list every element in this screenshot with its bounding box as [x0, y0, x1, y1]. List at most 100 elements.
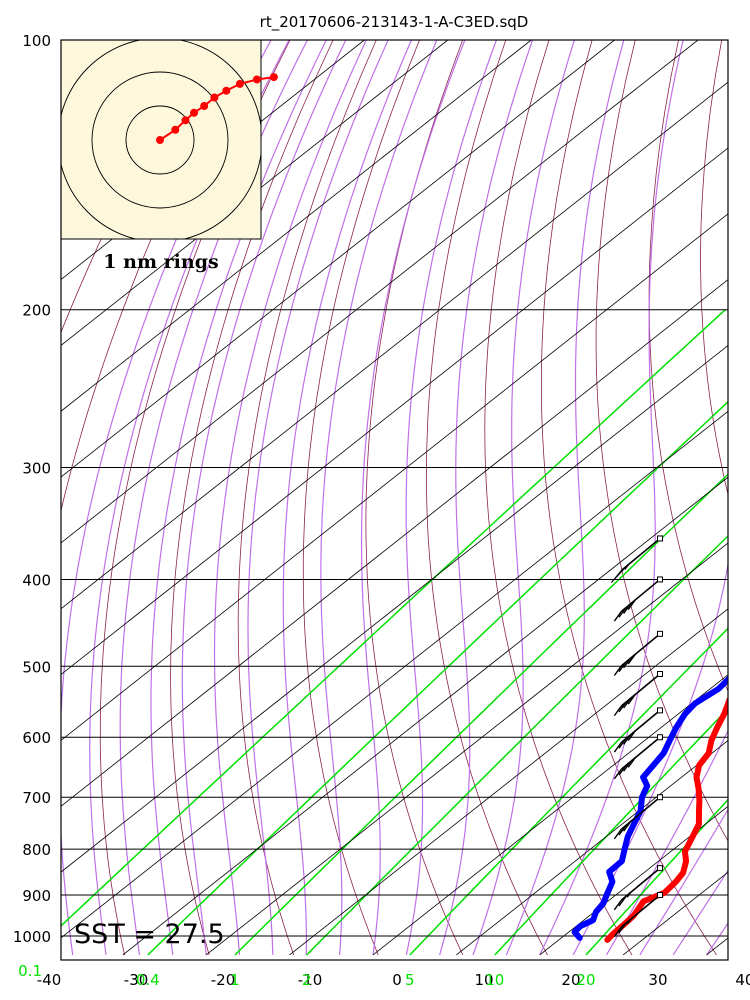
dry-adiabat: [426, 40, 548, 956]
barb-flag: [613, 899, 623, 911]
barb-flag: [627, 653, 636, 665]
barb-station: [657, 734, 663, 741]
wind-barb: [610, 535, 663, 583]
barb-flag: [623, 657, 632, 669]
dry-adiabat: [365, 40, 464, 956]
barb-flag: [623, 734, 632, 745]
temperature-tick-label: -40: [37, 971, 62, 989]
moist-adiabat: [320, 40, 438, 956]
isotherm: [61, 40, 699, 544]
mixing-ratio-line: [409, 627, 728, 956]
moist-adiabat: [181, 40, 347, 956]
hodograph-point: [181, 116, 190, 125]
temperature-axis-labels: -40 -30 -20 -10 0 10 20 30 40: [37, 971, 750, 989]
mixing-ratio-label: 0.4: [136, 971, 160, 989]
pressure-tick-label: 300: [22, 460, 51, 478]
pressure-tick-label: 700: [22, 789, 51, 807]
isotherm: [61, 344, 728, 873]
dry-adiabat: [302, 40, 420, 956]
barb-flag: [627, 730, 636, 741]
mixing-ratio-label: 20: [576, 971, 595, 989]
moist-adiabat: [213, 40, 367, 956]
barb-flag: [613, 741, 623, 753]
pressure-tick-label: 600: [22, 729, 51, 747]
dry-adiabat: [648, 40, 728, 693]
barb-station: [657, 576, 663, 583]
barb-flag: [618, 824, 627, 836]
barb-flag: [613, 705, 623, 717]
moist-adiabat: [505, 40, 625, 956]
hodograph-inset: [60, 39, 278, 240]
barb-pennant: [610, 565, 628, 583]
isotherm: [61, 40, 615, 478]
barb-flag: [618, 895, 627, 907]
barb-flag: [613, 926, 623, 938]
barb-flag: [618, 607, 627, 618]
barb-staff: [620, 578, 661, 612]
barb-flag: [618, 922, 627, 934]
mixing-ratio-labels: 0.1 0.4 1 2 5 10 20: [18, 962, 595, 989]
wind-barb: [613, 630, 663, 676]
isotherm: [289, 608, 728, 956]
barb-flag: [627, 599, 636, 611]
mixing-ratio-line: [234, 473, 728, 956]
barb-flag: [618, 764, 627, 776]
barb-flag: [613, 768, 623, 780]
barb-flag: [618, 738, 627, 749]
barb-flag: [627, 693, 636, 705]
barb-staff: [620, 894, 661, 928]
hodograph-label: 1 nm rings: [103, 251, 218, 273]
temperature-tick-label: -30: [124, 971, 149, 989]
wind-barb: [613, 892, 663, 938]
chart-title: rt_20170606-213143-1-A-C3ED.sqD: [260, 13, 529, 32]
hodograph-point: [252, 75, 261, 84]
dry-adiabat: [237, 40, 377, 956]
mixing-ratio-label: 1: [230, 971, 240, 989]
barb-flag: [618, 661, 627, 673]
temperature-tick-label: 30: [648, 971, 667, 989]
dewpoint-trace: [571, 675, 728, 941]
barb-station: [657, 892, 663, 899]
moist-adiabat: [472, 40, 575, 956]
wind-barbs: [610, 535, 663, 938]
moist-adiabat: [439, 40, 534, 956]
dry-adiabat: [541, 40, 717, 956]
pressure-tick-label: 900: [22, 887, 51, 905]
mixing-ratio-line: [147, 400, 728, 956]
barb-half-flag: [624, 564, 629, 570]
wind-barb: [613, 576, 663, 622]
isotherm: [372, 674, 728, 956]
isotherm: [61, 40, 532, 412]
barb-staff: [620, 736, 661, 770]
hodograph-point: [190, 108, 198, 117]
barb-flag: [623, 603, 632, 614]
hodograph-point: [171, 125, 180, 134]
wind-barb: [613, 670, 663, 717]
barb-flag: [613, 828, 623, 840]
temperature-tick-label: 20: [561, 971, 580, 989]
barb-flag: [613, 610, 623, 622]
barb-station: [657, 670, 663, 677]
wind-barb: [613, 794, 663, 840]
temperature-trace: [604, 696, 728, 943]
mixing-ratio-label: 2: [302, 971, 312, 989]
mixing-ratio-line: [61, 309, 726, 927]
moist-adiabat: [360, 40, 466, 956]
isotherm: [456, 740, 728, 956]
barb-staff: [620, 673, 661, 707]
temperature-tick-label: -10: [298, 971, 323, 989]
pressure-tick-label: 400: [22, 571, 51, 589]
pressure-tick-label: 800: [22, 841, 51, 859]
temperature-tick-label: 0: [392, 971, 402, 989]
barb-flag: [618, 701, 627, 713]
pressure-tick-label: 500: [22, 658, 51, 676]
temperature-tick-label: 10: [474, 971, 493, 989]
moist-adiabat: [639, 808, 728, 956]
dry-adiabat: [61, 40, 248, 513]
dry-adiabat: [99, 40, 291, 956]
moist-adiabat: [119, 40, 308, 956]
barb-flag: [623, 761, 632, 772]
barb-flag: [627, 757, 636, 768]
sst-annotation: SST = 27.5: [74, 919, 225, 950]
